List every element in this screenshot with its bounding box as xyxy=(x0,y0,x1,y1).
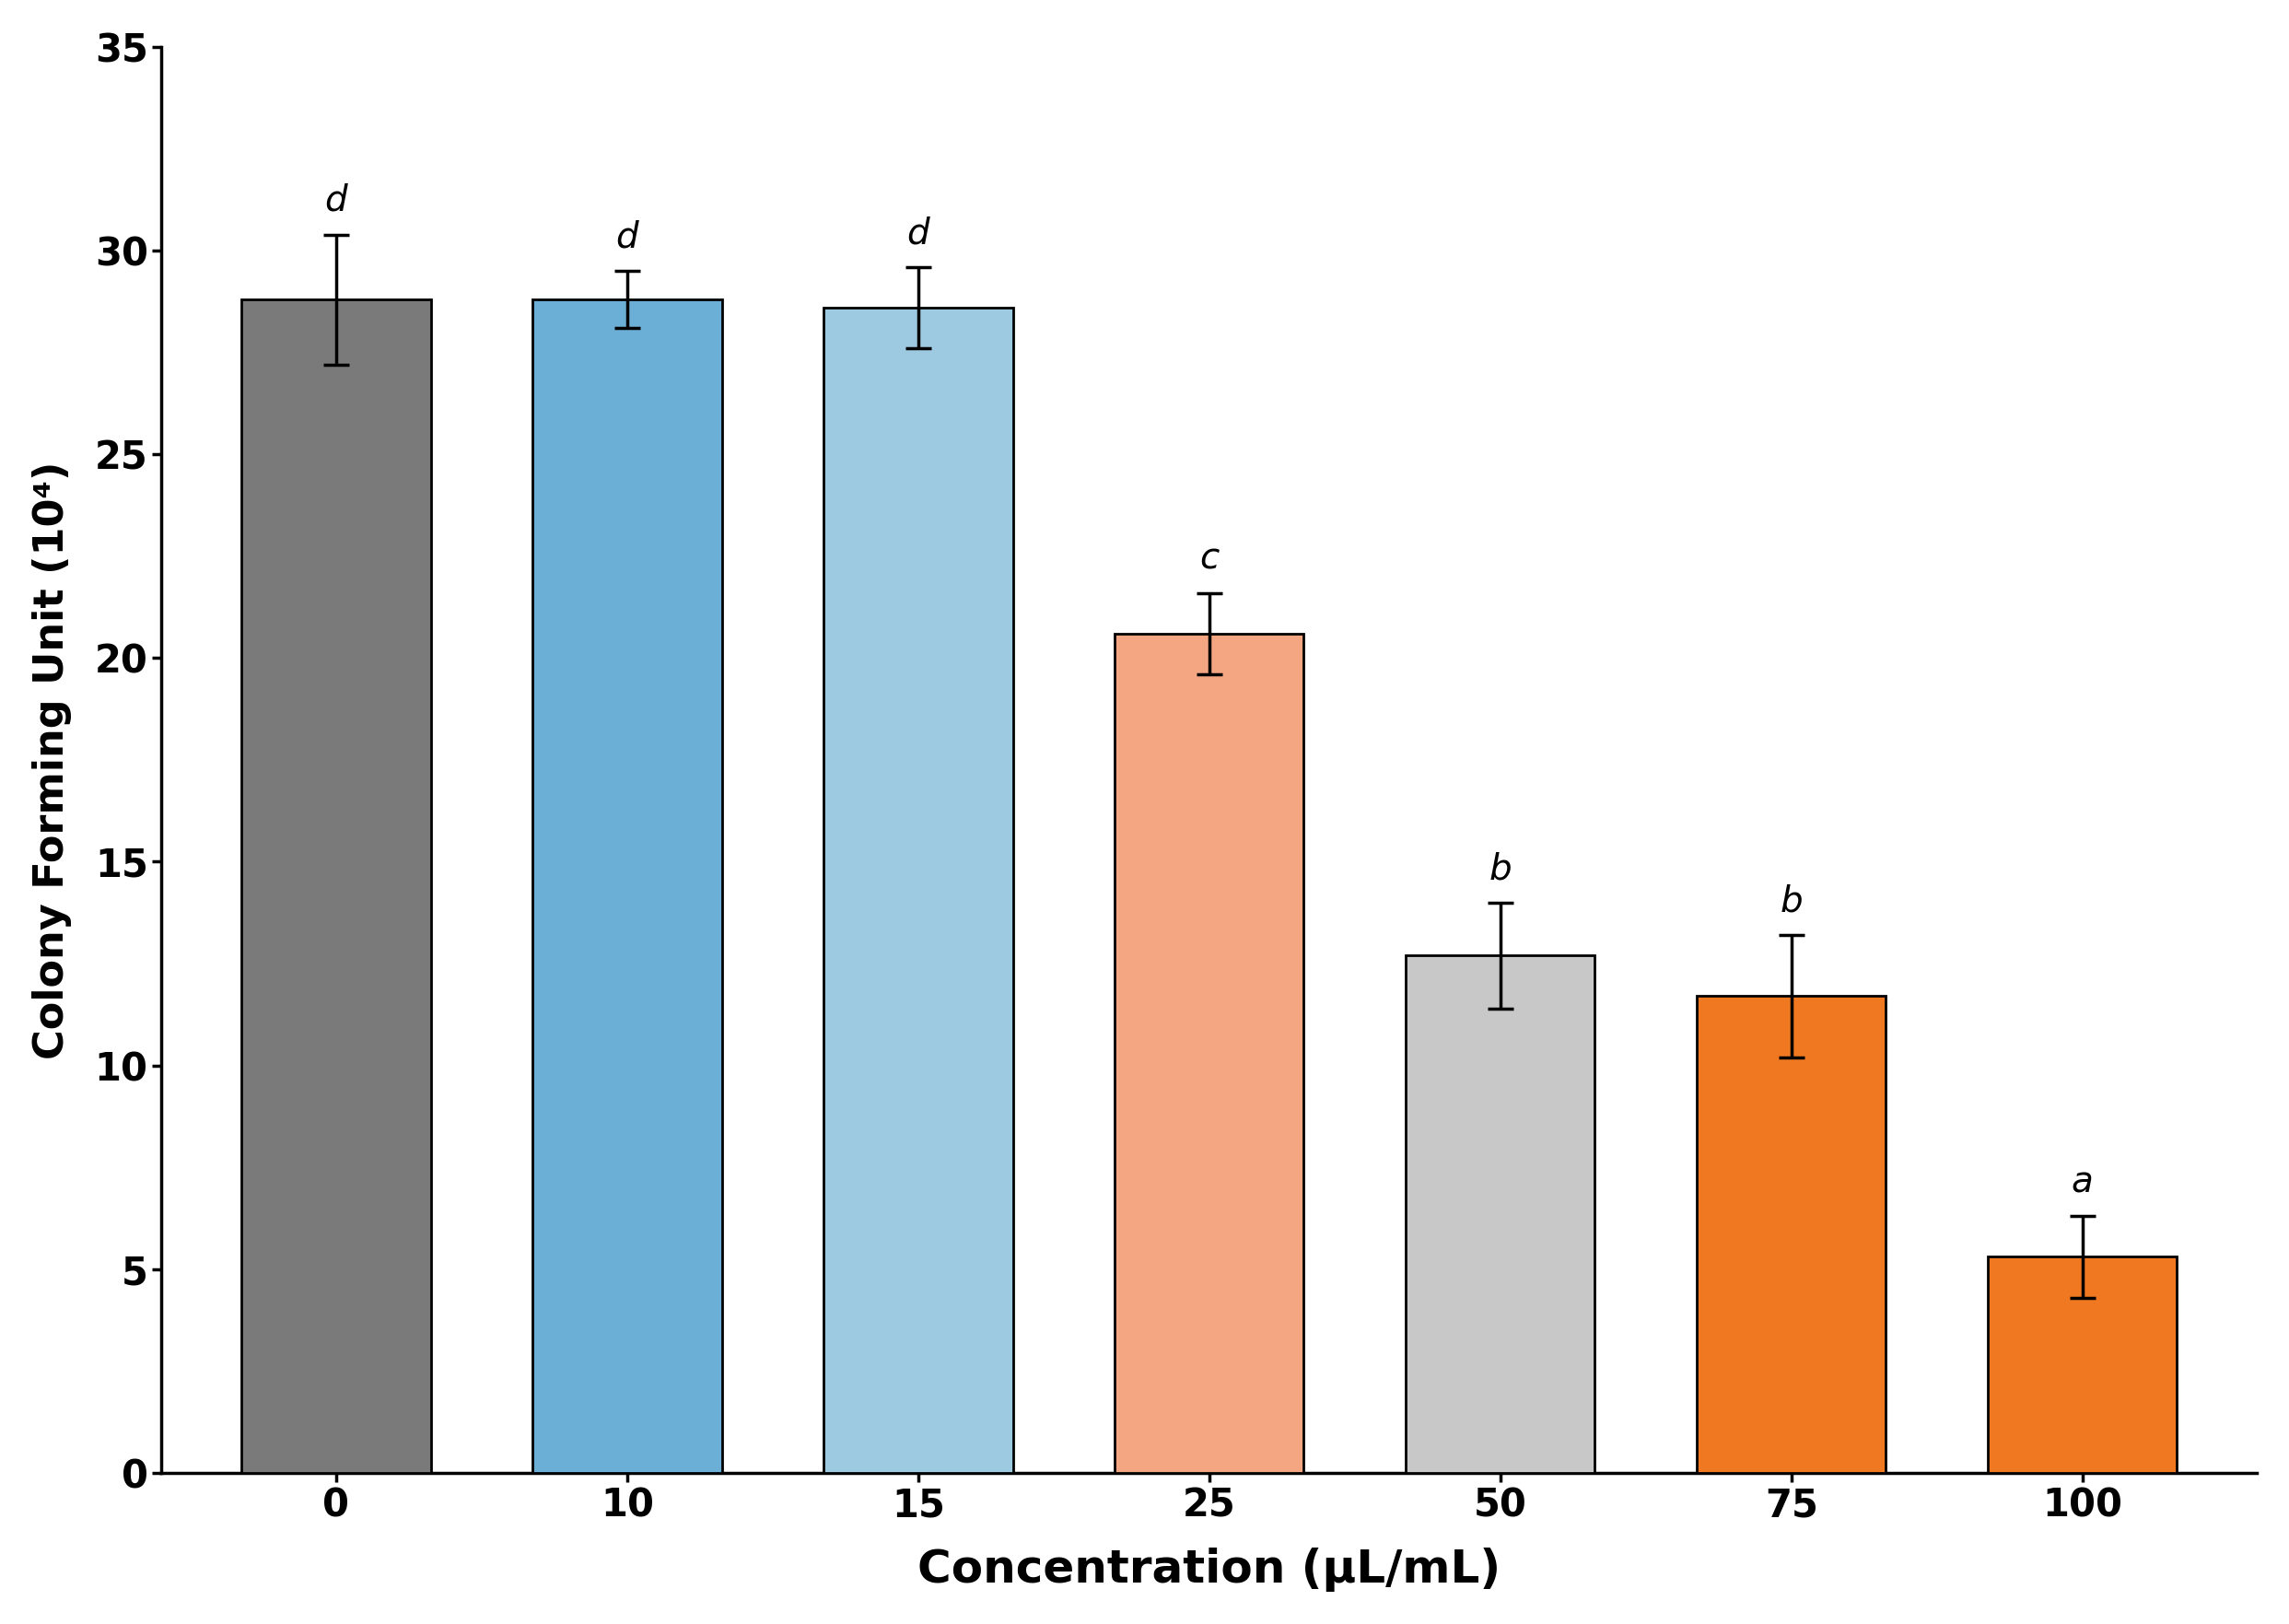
Bar xyxy=(1115,633,1305,1473)
Text: a: a xyxy=(2072,1164,2094,1200)
Text: d: d xyxy=(616,219,639,255)
Text: d: d xyxy=(325,184,348,218)
Bar xyxy=(533,300,721,1473)
Y-axis label: Colony Forming Unit (10⁴): Colony Forming Unit (10⁴) xyxy=(32,461,71,1059)
Text: d: d xyxy=(906,216,929,250)
Text: c: c xyxy=(1199,542,1220,577)
Bar xyxy=(1987,1257,2177,1473)
Text: b: b xyxy=(1488,851,1511,887)
Bar xyxy=(1696,996,1886,1473)
Bar xyxy=(243,300,430,1473)
Bar xyxy=(1405,955,1595,1473)
Text: b: b xyxy=(1781,883,1804,919)
Bar xyxy=(824,309,1012,1473)
X-axis label: Concentration (μL/mL): Concentration (μL/mL) xyxy=(918,1548,1502,1592)
